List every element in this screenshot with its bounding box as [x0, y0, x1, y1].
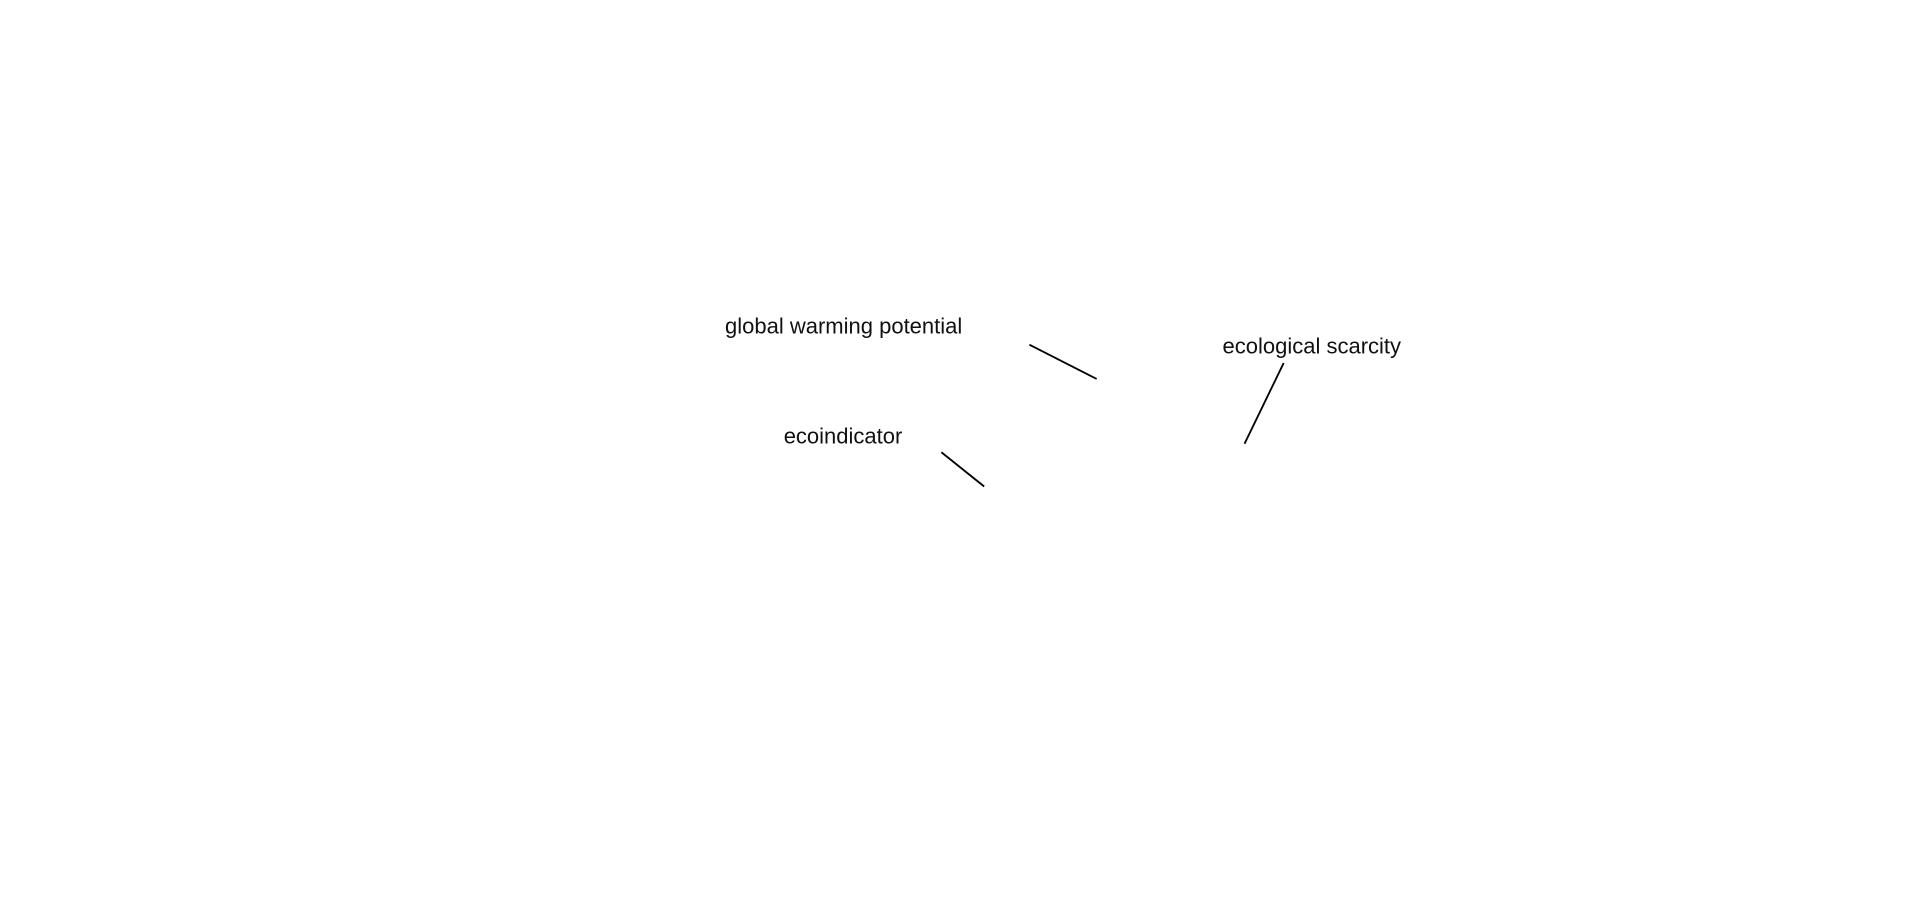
annotation: ecoindicator	[784, 424, 903, 449]
leader-line	[940, 451, 985, 488]
leader-line	[1028, 343, 1098, 380]
annotations: global warming potential ecoindicator ec…	[725, 314, 1402, 488]
annotation: global warming potential	[725, 314, 962, 339]
annotation: ecological scarcity	[1223, 333, 1402, 358]
leader-line	[1243, 362, 1285, 445]
